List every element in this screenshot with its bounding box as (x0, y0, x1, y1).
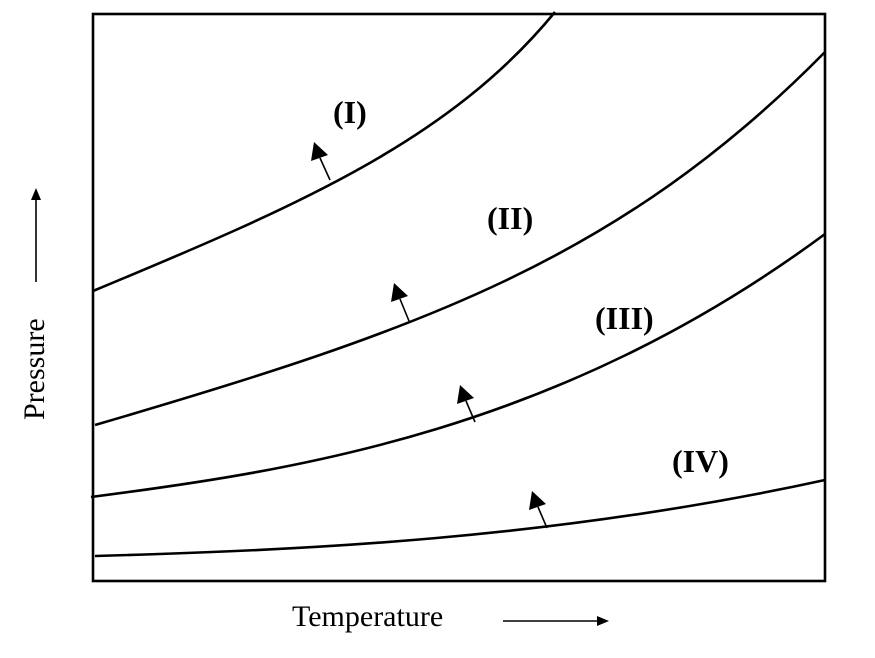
curve-i (92, 11, 557, 293)
curve-label-ii: (II) (487, 200, 533, 236)
arrow-curve-i (311, 142, 331, 181)
x-axis-arrow (503, 616, 609, 626)
plot-frame (91, 12, 827, 583)
y-axis-label: Pressure (18, 318, 51, 420)
arrow-curve-iv (529, 491, 548, 529)
curve-iv (94, 478, 826, 558)
arrow-curve-ii (391, 283, 410, 322)
curve-label-iv: (IV) (672, 443, 729, 479)
x-axis-label: Temperature (292, 600, 443, 633)
curve-iii (90, 232, 826, 499)
curve-label-i: (I) (333, 94, 367, 130)
y-axis-arrow (31, 188, 41, 282)
curve-label-iii: (III) (595, 300, 654, 336)
arrow-curve-iii (457, 385, 476, 423)
curve-ii (94, 51, 826, 427)
